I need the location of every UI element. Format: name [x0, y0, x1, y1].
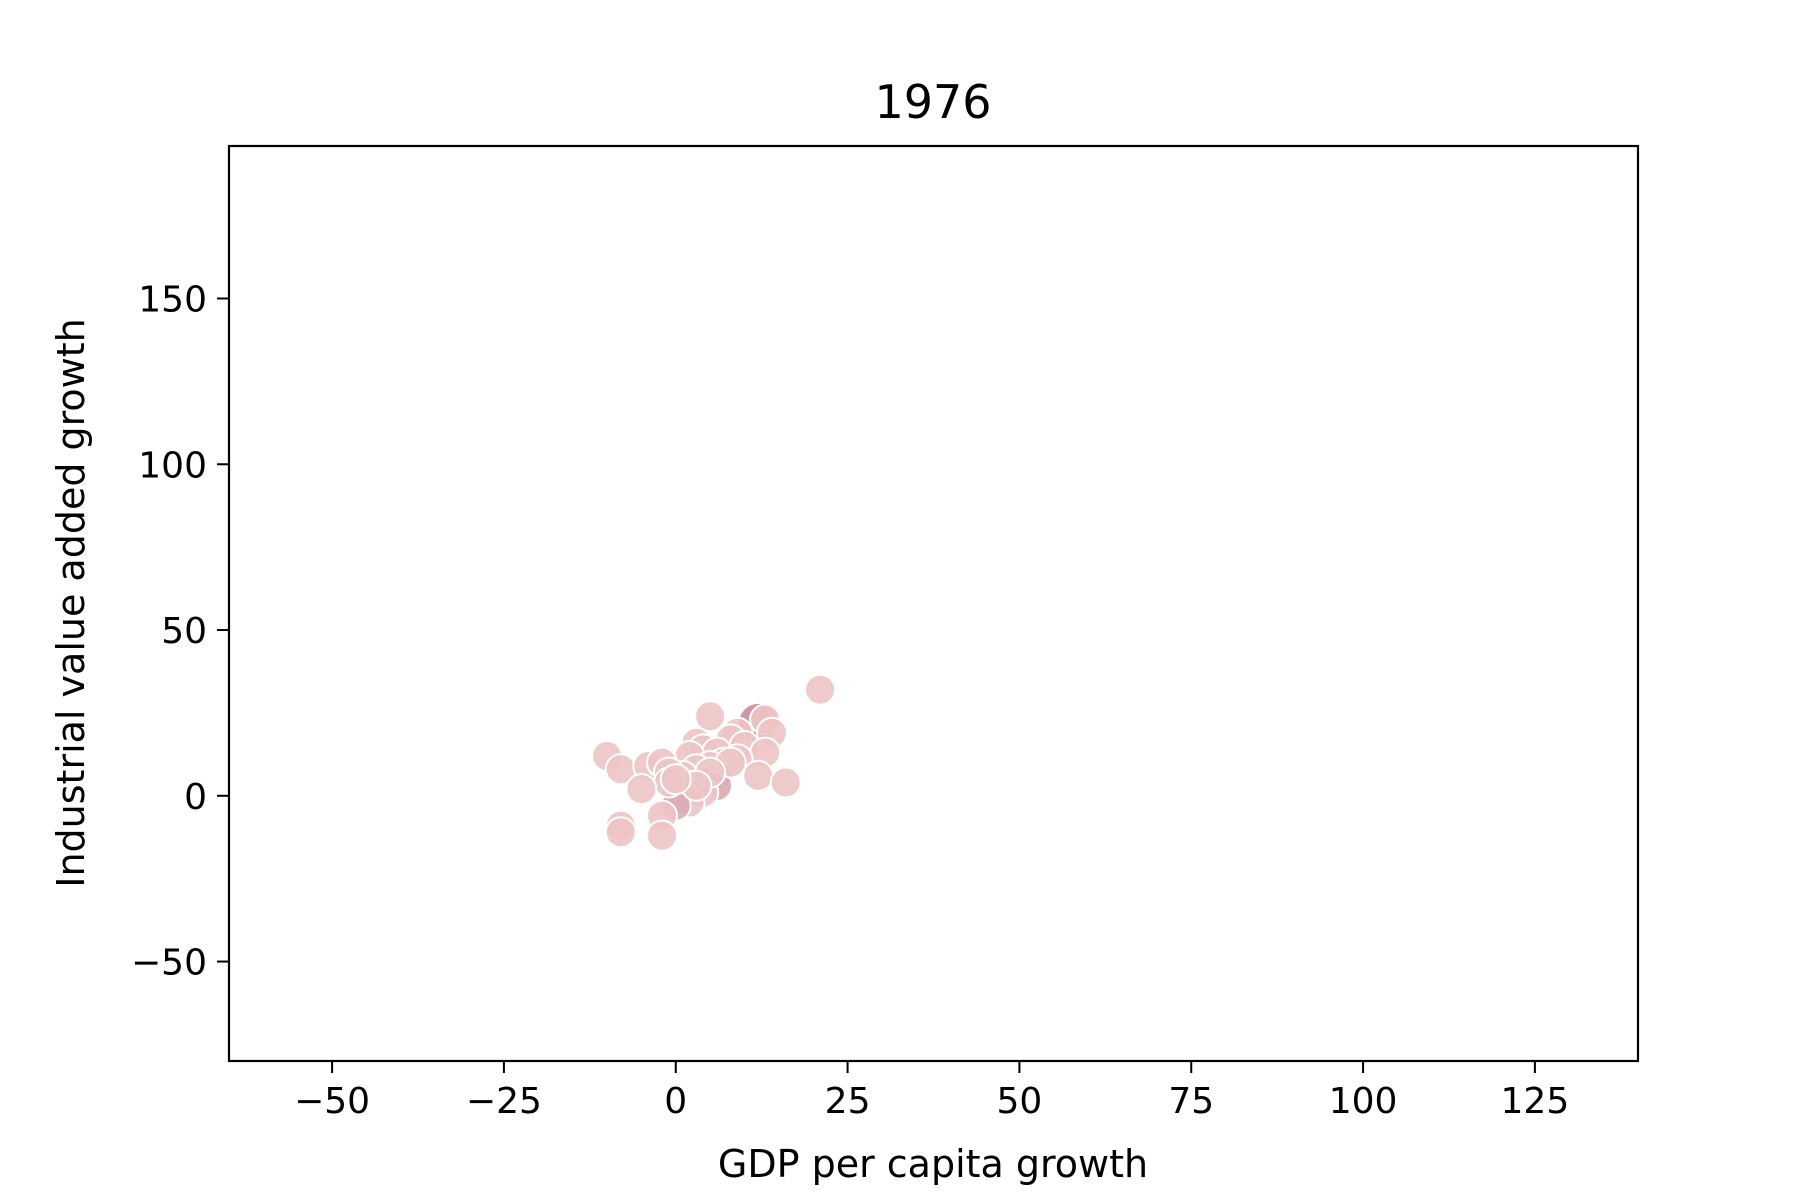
x-tick-label: −25	[466, 1081, 542, 1122]
scatter-point	[659, 763, 692, 796]
x-tick-label: 75	[1168, 1081, 1214, 1122]
y-tick-label: 0	[184, 777, 207, 818]
x-tick-label: −50	[294, 1081, 370, 1122]
y-tick-label: −50	[131, 943, 207, 984]
x-tick-label: 50	[997, 1081, 1043, 1122]
y-tick-label: 100	[138, 445, 207, 486]
y-axis-title: Industrial value added growth	[49, 318, 93, 888]
scatter-point	[694, 700, 727, 733]
plot-frame	[227, 144, 1640, 1063]
scatter-point	[625, 773, 658, 806]
x-axis-ticks: −50 −25 0 25 50 75 100 125	[294, 1061, 1569, 1122]
x-axis-title: GDP per capita growth	[718, 1142, 1148, 1186]
y-tick-label: 50	[161, 611, 207, 652]
x-tick-label: 100	[1329, 1081, 1398, 1122]
points-layer	[591, 673, 837, 852]
scatter-point	[804, 673, 837, 706]
y-tick-label: 150	[138, 280, 207, 321]
scatter-point	[604, 816, 637, 849]
x-tick-label: 0	[664, 1081, 687, 1122]
chart-title: 1976	[874, 75, 991, 129]
scatter-point	[646, 819, 679, 852]
x-tick-label: 25	[825, 1081, 871, 1122]
scatter-point	[769, 766, 802, 799]
x-tick-label: 125	[1501, 1081, 1570, 1122]
scatter-point	[742, 759, 775, 792]
y-axis-ticks: −50 0 50 100 150	[131, 280, 229, 984]
